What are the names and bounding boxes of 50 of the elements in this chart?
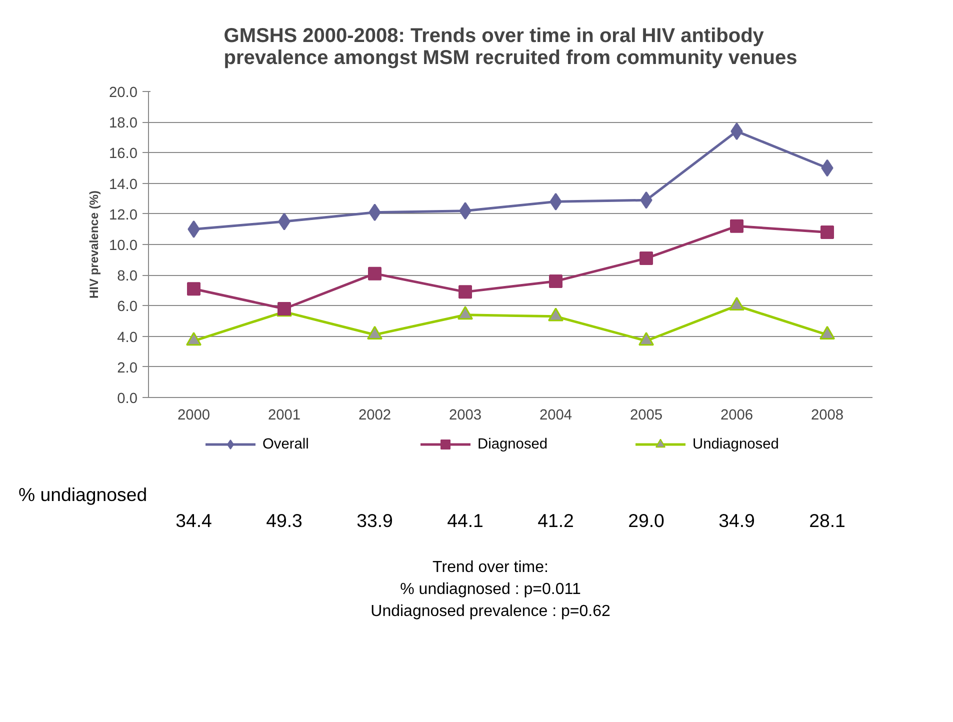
point xyxy=(458,285,472,299)
x-tick-label: 2006 xyxy=(720,408,754,424)
x-tick-label: 2008 xyxy=(810,408,844,424)
point xyxy=(549,274,562,288)
point xyxy=(186,332,202,346)
y-axis-title: HIV prevalence (%) xyxy=(86,190,101,299)
x-tick-label: 2000 xyxy=(177,408,210,424)
y-tick-label: 16.0 xyxy=(108,146,138,162)
text: Trend over time: xyxy=(432,559,548,576)
text: 44.1 xyxy=(447,510,484,531)
text: 41.2 xyxy=(538,510,574,531)
x-tick-label: 2004 xyxy=(539,408,572,424)
y-tick-label: 4.0 xyxy=(117,330,138,346)
x-tick-label: 2003 xyxy=(448,408,482,424)
text: 33.9 xyxy=(356,510,393,531)
y-tick-label: 10.0 xyxy=(108,238,138,254)
point xyxy=(640,252,653,266)
text: % undiagnosed xyxy=(18,484,148,505)
legend-label: Undiagnosed xyxy=(692,436,779,452)
text: % undiagnosed : p=0.011 xyxy=(400,581,581,598)
y-tick-label: 0.0 xyxy=(117,391,138,407)
y-tick-label: 6.0 xyxy=(117,299,138,316)
point xyxy=(187,282,200,296)
point xyxy=(548,308,564,322)
legend-label: Overall xyxy=(262,436,309,452)
point xyxy=(458,306,473,320)
point xyxy=(820,326,835,340)
point xyxy=(820,226,834,240)
y-tick-label: 2.0 xyxy=(117,360,138,376)
y-tick-label: 18.0 xyxy=(108,116,138,132)
point xyxy=(368,266,382,280)
text: 28.1 xyxy=(809,510,846,531)
x-tick-label: 2001 xyxy=(268,408,301,424)
y-tick-label: 8.0 xyxy=(117,268,138,285)
chart-title: GMSHS 2000-2008: Trends over time in oral HIV antibody prevalence amongst MSM recruited from community venues xyxy=(224,25,798,69)
text: 34.4 xyxy=(176,510,212,531)
point xyxy=(638,332,654,346)
point xyxy=(729,296,744,310)
point xyxy=(367,326,382,340)
point xyxy=(730,219,744,233)
text: 29.0 xyxy=(628,510,664,531)
text: 49.3 xyxy=(266,510,302,531)
y-tick-label: 20.0 xyxy=(108,85,138,101)
y-tick-label: 14.0 xyxy=(108,176,138,193)
x-tick-label: 2002 xyxy=(358,408,392,424)
x-tick-label: 2005 xyxy=(630,408,663,424)
text: Undiagnosed prevalence : p=0.62 xyxy=(370,603,610,620)
legend-label: Diagnosed xyxy=(478,436,548,452)
y-tick-label: 12.0 xyxy=(108,207,138,224)
text: 34.9 xyxy=(718,510,755,531)
